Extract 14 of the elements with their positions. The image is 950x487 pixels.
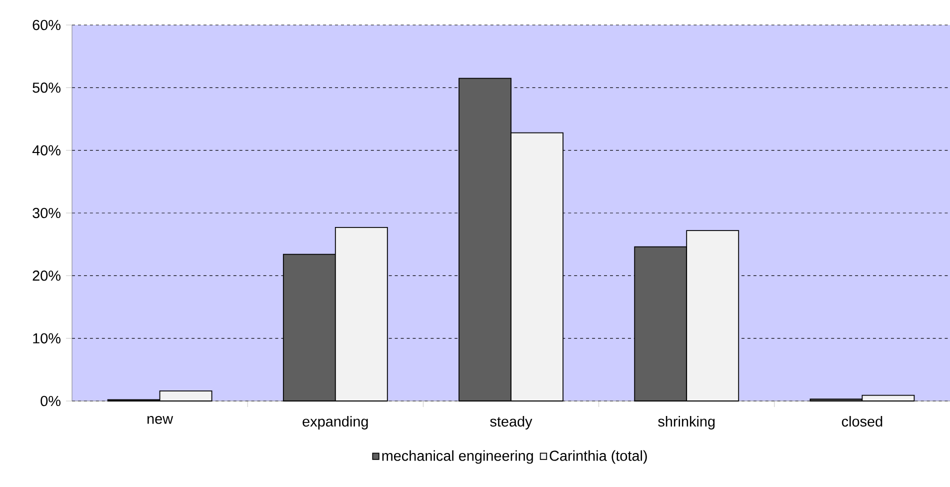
- y-tick-label: 0%: [40, 396, 60, 406]
- x-tick-label: new: [148, 416, 174, 424]
- y-tick-label: 10%: [33, 333, 60, 344]
- x-tick-label: expanding: [302, 416, 368, 430]
- y-tick-label: 40%: [32, 145, 60, 156]
- x-tick-label: steady: [490, 416, 532, 430]
- y-tick-label: 30%: [32, 208, 60, 218]
- y-tick-label: 60%: [32, 20, 60, 30]
- x-tick-label: closed: [842, 416, 882, 427]
- y-tick-label: 50%: [32, 82, 60, 93]
- legend-label: Carinthia (total): [550, 450, 647, 464]
- y-tick-label: 20%: [32, 270, 60, 281]
- legend-label: mechanical engineering: [382, 450, 533, 464]
- x-tick-label: shrinking: [658, 416, 715, 430]
